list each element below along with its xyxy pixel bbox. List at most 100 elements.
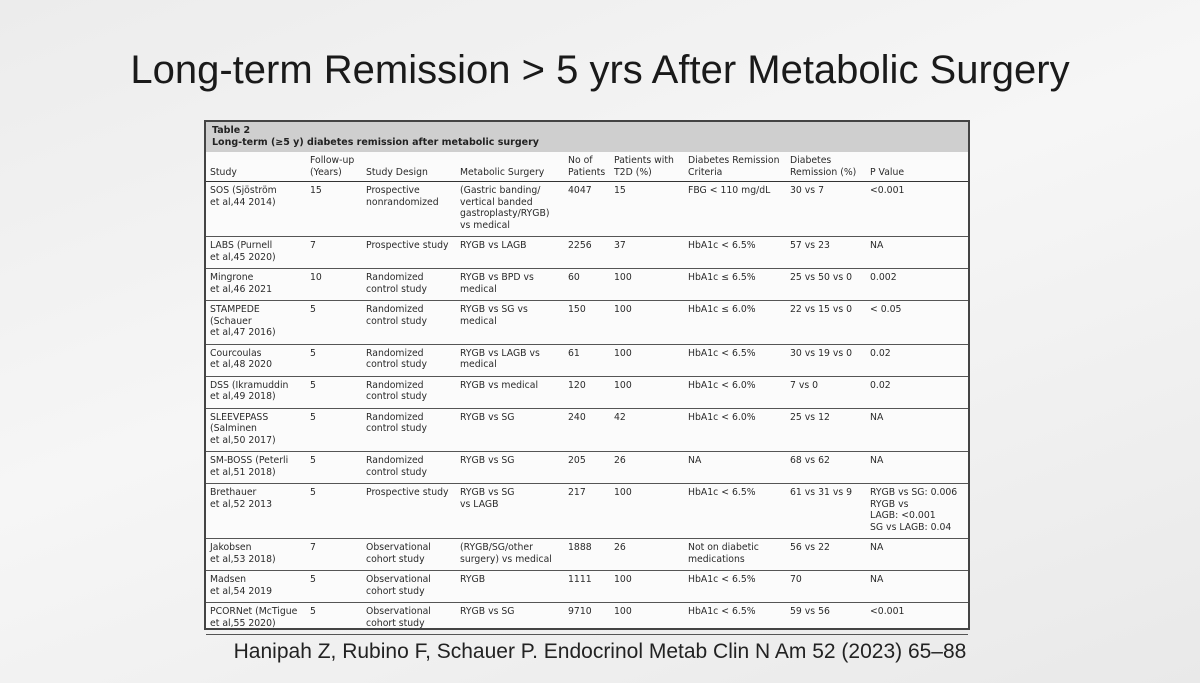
table-cell: RYGB vs SG vs medical [456, 300, 564, 345]
table-cell: NA [866, 451, 968, 484]
table-cell: 5 [306, 344, 362, 377]
table-cell: RYGB vs SG vs LAGB [456, 483, 564, 539]
slide-title: Long-term Remission > 5 yrs After Metabo… [130, 48, 1070, 92]
table-cell: HbA1c < 6.0% [684, 376, 786, 409]
table-caption-bar: Table 2 Long-term (≥5 y) diabetes remiss… [206, 122, 968, 152]
table-cell: 25 vs 12 [786, 408, 866, 452]
table-cell: HbA1c < 6.5% [684, 344, 786, 377]
table-cell: 68 vs 62 [786, 451, 866, 484]
table-cell: 25 vs 50 vs 0 [786, 268, 866, 301]
table-row: Madsen et al,54 2019 5 Observational cohor… [206, 570, 968, 603]
table-cell: 240 [564, 408, 610, 452]
table-cell: RYGB vs BPD vs medical [456, 268, 564, 301]
table-cell: 100 [610, 602, 684, 635]
table-cell: 42 [610, 408, 684, 452]
table-cell: Madsen et al,54 2019 [206, 570, 306, 603]
table-cell: PCORNet (McTigue et al,55 2020) [206, 602, 306, 635]
table-cell: 22 vs 15 vs 0 [786, 300, 866, 345]
table-cell: Observational cohort study [362, 602, 456, 635]
table-cell: 56 vs 22 [786, 538, 866, 571]
table-cell: 7 [306, 236, 362, 269]
table-cell: Randomized control study [362, 268, 456, 301]
table-cell: 100 [610, 300, 684, 345]
table-cell: LABS (Purnell et al,45 2020) [206, 236, 306, 269]
table-cell: NA [684, 451, 786, 484]
column-header: Study Design [362, 152, 456, 182]
table-cell: 1888 [564, 538, 610, 571]
table-cell: 15 [610, 181, 684, 237]
table-row: LABS (Purnell et al,45 2020) 7 Prospective… [206, 236, 968, 269]
column-header: P Value [866, 152, 968, 182]
table-cell: 7 vs 0 [786, 376, 866, 409]
column-header: Diabetes Remission (%) [786, 152, 866, 182]
table-cell: HbA1c < 6.5% [684, 570, 786, 603]
table-cell: 5 [306, 570, 362, 603]
table-cell: 9710 [564, 602, 610, 635]
table-row: STAMPEDE (Schauer et al,47 2016) 5 Randomi… [206, 300, 968, 345]
citation: Hanipah Z, Rubino F, Schauer P. Endocrin… [233, 640, 967, 663]
table-cell: SLEEVEPASS (Salminen et al,50 2017) [206, 408, 306, 452]
table-cell: RYGB vs LAGB vs medical [456, 344, 564, 377]
table-row: SLEEVEPASS (Salminen et al,50 2017) 5 Rand… [206, 408, 968, 452]
table-cell: Courcoulas et al,48 2020 [206, 344, 306, 377]
table-cell: 5 [306, 408, 362, 452]
table-row: Mingrone et al,46 2021 10 Randomized contr… [206, 268, 968, 301]
table-cell: 5 [306, 483, 362, 539]
table-cell: HbA1c < 6.0% [684, 408, 786, 452]
table-cell: Not on diabetic medications [684, 538, 786, 571]
table-cell: 150 [564, 300, 610, 345]
table-cell: Randomized control study [362, 408, 456, 452]
table-cell: 30 vs 7 [786, 181, 866, 237]
table-cell: (RYGB/SG/other surgery) vs medical [456, 538, 564, 571]
table-cell: Brethauer et al,52 2013 [206, 483, 306, 539]
table-cell: HbA1c < 6.5% [684, 602, 786, 635]
table-cell: 205 [564, 451, 610, 484]
table-cell: RYGB vs SG: 0.006 RYGB vs LAGB: <0.001 S… [866, 483, 968, 539]
table-cell: 0.02 [866, 344, 968, 377]
table-cell: Prospective study [362, 236, 456, 269]
table-cell: 15 [306, 181, 362, 237]
table-cell: Randomized control study [362, 300, 456, 345]
table-cell: NA [866, 236, 968, 269]
table-cell: FBG < 110 mg/dL [684, 181, 786, 237]
table-cell: DSS (Ikramuddin et al,49 2018) [206, 376, 306, 409]
table-cell: RYGB vs medical [456, 376, 564, 409]
table-cell: RYGB vs SG [456, 451, 564, 484]
table-cell: RYGB [456, 570, 564, 603]
column-header: Diabetes Remission Criteria [684, 152, 786, 182]
table-cell: 26 [610, 451, 684, 484]
column-header: Study [206, 152, 306, 182]
table-cell: 0.002 [866, 268, 968, 301]
table-cell: < 0.05 [866, 300, 968, 345]
table-cell: <0.001 [866, 181, 968, 237]
table-cell: 120 [564, 376, 610, 409]
table-cell: 100 [610, 483, 684, 539]
table-cell: 5 [306, 451, 362, 484]
table-row: Brethauer et al,52 2013 5 Prospective stud… [206, 483, 968, 539]
table-cell: RYGB vs SG [456, 602, 564, 635]
table-cell: SOS (Sjöström et al,44 2014) [206, 181, 306, 237]
table-caption: Long-term (≥5 y) diabetes remission afte… [212, 137, 539, 148]
table-row: DSS (Ikramuddin et al,49 2018) 5 Randomize… [206, 376, 968, 409]
column-header: No of Patients [564, 152, 610, 182]
table-cell: 30 vs 19 vs 0 [786, 344, 866, 377]
table-cell: Randomized control study [362, 451, 456, 484]
table-cell: 100 [610, 570, 684, 603]
table-cell: 61 [564, 344, 610, 377]
table-cell: STAMPEDE (Schauer et al,47 2016) [206, 300, 306, 345]
table-cell: HbA1c ≤ 6.5% [684, 268, 786, 301]
table-cell: Prospective study [362, 483, 456, 539]
header-row: Study Follow-up (Years) Study Design Metabo… [206, 152, 968, 182]
table-cell: 26 [610, 538, 684, 571]
table-cell: SM-BOSS (Peterli et al,51 2018) [206, 451, 306, 484]
table-cell: 57 vs 23 [786, 236, 866, 269]
column-header: Patients with T2D (%) [610, 152, 684, 182]
table-cell: RYGB vs LAGB [456, 236, 564, 269]
table-cell: 1111 [564, 570, 610, 603]
table-cell: NA [866, 538, 968, 571]
table-cell: 61 vs 31 vs 9 [786, 483, 866, 539]
table-cell: Mingrone et al,46 2021 [206, 268, 306, 301]
table-cell: 5 [306, 300, 362, 345]
table-row: Courcoulas et al,48 2020 5 Randomized cont… [206, 344, 968, 377]
